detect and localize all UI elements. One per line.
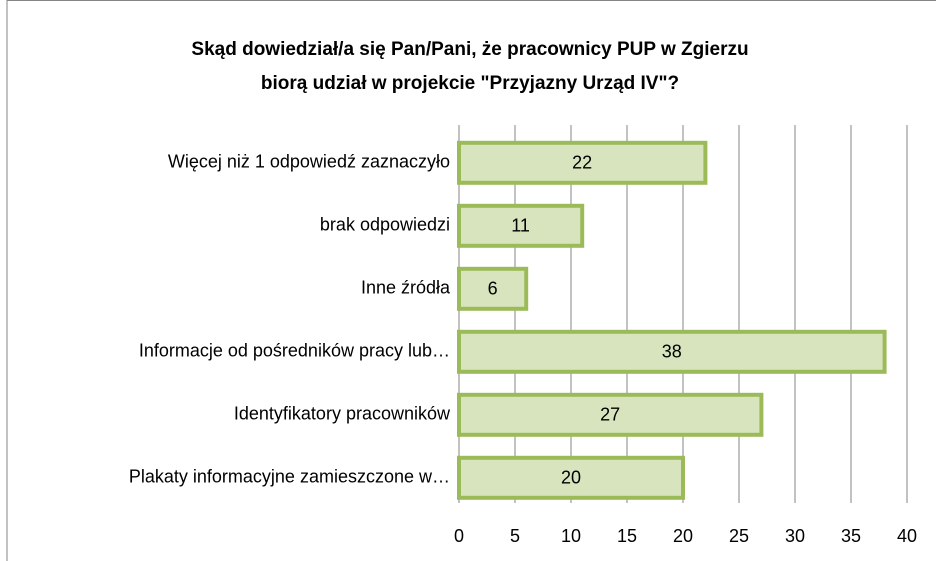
- y-tick-label: Plakaty informacyjne zamieszczone w…: [129, 467, 450, 487]
- chart-title: Skąd dowiedział/a się Pan/Pani, że praco…: [191, 39, 748, 60]
- x-tick-label: 30: [785, 526, 805, 546]
- data-label: 20: [561, 468, 581, 488]
- x-tick-label: 40: [897, 526, 917, 546]
- y-tick-label: Więcej niż 1 odpowiedź zaznaczyło: [168, 152, 450, 172]
- y-tick-label: Identyfikatory pracowników: [234, 404, 451, 424]
- data-label: 11: [511, 216, 530, 236]
- y-tick-label: Informacje od pośredników pracy lub…: [139, 341, 450, 361]
- data-label: 27: [600, 405, 620, 425]
- y-tick-label: Inne źródła: [361, 278, 451, 298]
- bar: [457, 455, 685, 500]
- x-tick-label: 20: [673, 526, 693, 546]
- x-tick-label: 5: [510, 526, 520, 546]
- data-label: 22: [572, 153, 592, 173]
- bar: [457, 392, 764, 437]
- bar: [457, 266, 529, 311]
- x-tick-label: 35: [841, 526, 861, 546]
- x-tick-label: 15: [617, 526, 637, 546]
- bar: [457, 329, 887, 374]
- data-label: 6: [488, 279, 498, 299]
- bar: [457, 140, 708, 185]
- x-tick-label: 0: [454, 526, 464, 546]
- y-tick-label: brak odpowiedzi: [320, 215, 450, 235]
- chart-title: biorą udział w projekcie "Przyjazny Urzą…: [261, 73, 679, 94]
- data-label: 38: [662, 342, 682, 362]
- x-tick-label: 25: [729, 526, 749, 546]
- x-tick-label: 10: [561, 526, 581, 546]
- bar: [457, 203, 585, 248]
